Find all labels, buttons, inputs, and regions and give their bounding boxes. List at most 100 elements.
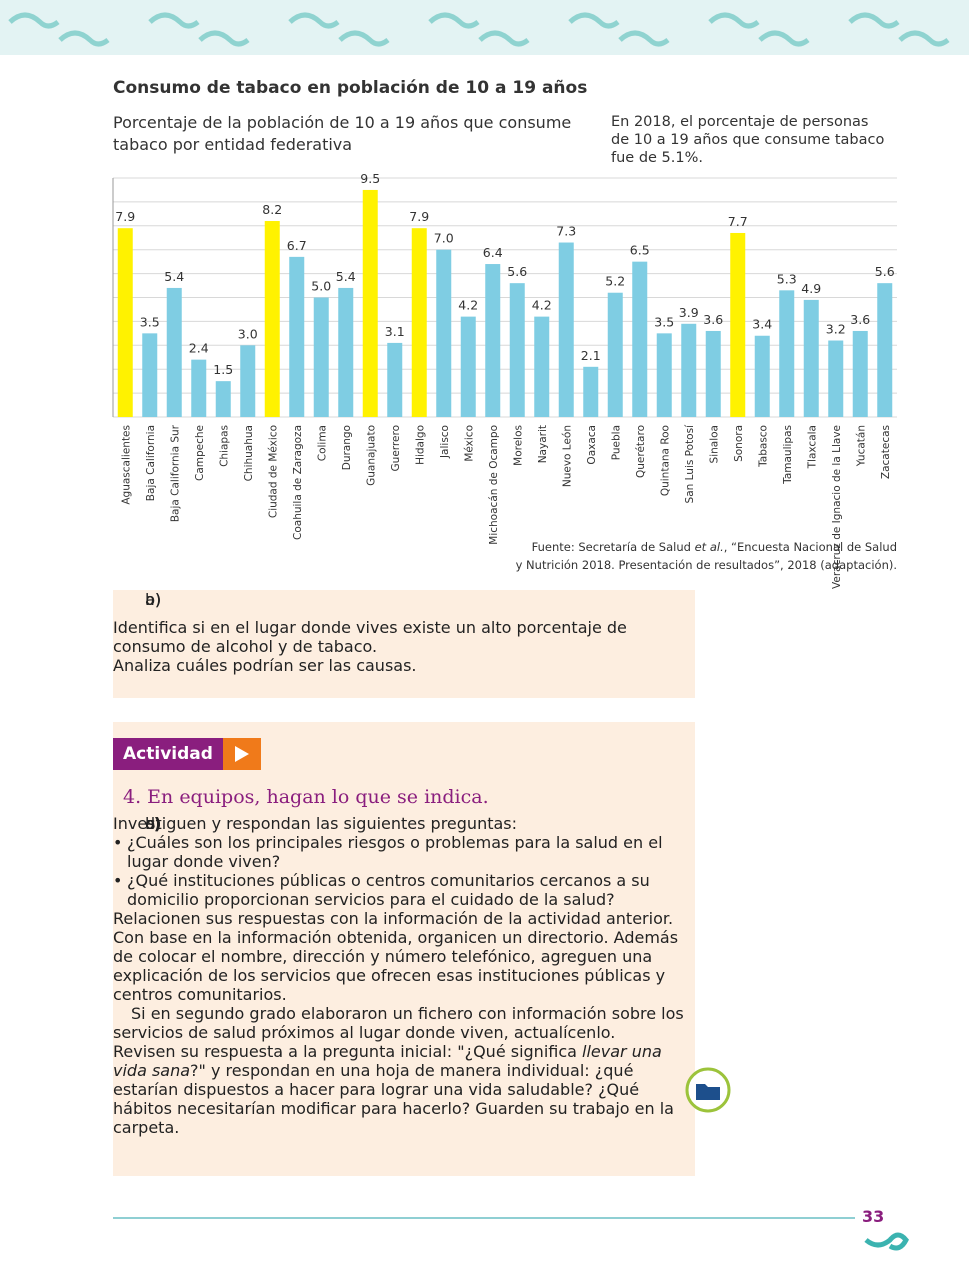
x-tick-label: Sinaloa — [708, 425, 720, 463]
bar — [754, 335, 770, 417]
x-tick-label: Jalisco — [439, 425, 451, 459]
x-tick-label: México — [463, 425, 475, 462]
bar — [534, 316, 550, 417]
wave-banner — [0, 0, 969, 55]
x-tick-label: Veracruz de Ignacio de la Llave — [831, 425, 843, 589]
bar — [852, 330, 868, 417]
x-tick-label: San Luis Potosí — [684, 424, 696, 504]
bar — [362, 189, 378, 417]
badge-arrow — [222, 738, 261, 770]
x-tick-label: Nayarit — [537, 425, 549, 463]
value-label: 2.1 — [581, 348, 601, 363]
bar — [411, 228, 427, 417]
x-tick-label: Yucatán — [855, 425, 867, 467]
value-label: 6.5 — [630, 243, 650, 258]
x-tick-label: Tlaxcala — [806, 425, 818, 469]
x-tick-label: Morelos — [512, 425, 524, 466]
x-tick-label: Campeche — [194, 425, 206, 481]
bar — [460, 316, 476, 417]
value-label: 5.4 — [336, 269, 356, 284]
value-label: 4.2 — [458, 298, 478, 313]
x-tick-label: Coahuila de Zaragoza — [292, 425, 304, 540]
item-label: a) — [145, 814, 162, 833]
x-tick-label: Durango — [341, 425, 353, 470]
question-item: a) Identifica si en el lugar donde vives … — [113, 590, 695, 656]
value-label: 5.6 — [507, 264, 527, 279]
x-tick-label: Zacatecas — [880, 425, 892, 479]
x-tick-label: Querétaro — [635, 425, 647, 478]
footer-line — [113, 1217, 855, 1219]
value-label: 7.3 — [556, 224, 576, 239]
bullet-item: ¿Qué instituciones públicas o centros co… — [113, 871, 695, 909]
item-text: ?" y respondan en una hoja de manera ind… — [113, 1061, 674, 1137]
x-tick-label: Aguascalientes — [120, 425, 132, 505]
bar — [117, 228, 133, 417]
value-label: 3.4 — [752, 317, 772, 332]
value-label: 7.7 — [728, 214, 748, 229]
activity-box: Actividad 4. En equipos, hagan lo que se… — [113, 722, 695, 1176]
x-tick-label: Michoacán de Ocampo — [488, 425, 500, 545]
questions-box: a) Identifica si en el lugar donde vives … — [113, 590, 695, 698]
chart-title: Consumo de tabaco en población de 10 a 1… — [113, 78, 587, 98]
x-tick-label: Puebla — [610, 425, 622, 460]
bar — [681, 323, 697, 417]
item-text: Relacionen sus respuestas con la informa… — [113, 909, 674, 928]
bar — [730, 232, 746, 417]
bar — [387, 342, 403, 417]
value-label: 7.9 — [115, 209, 135, 224]
activity-items: a) Investiguen y respondan las siguientes… — [113, 814, 695, 1137]
bar — [338, 287, 354, 417]
bar — [436, 249, 452, 417]
item-text: llevar una vida sana — [113, 1042, 662, 1080]
annotation: En 2018, el porcentaje de personas — [611, 114, 868, 130]
bar — [828, 340, 844, 417]
value-label: 8.2 — [262, 202, 282, 217]
x-tick-label: Chihuahua — [243, 425, 255, 481]
x-tick-label: Chiapas — [218, 425, 230, 467]
source-text: et al. — [695, 540, 724, 554]
item-text: Investiguen y respondan las siguientes p… — [113, 814, 518, 833]
x-tick-label: Colima — [316, 425, 328, 461]
bar — [142, 333, 158, 417]
value-label: 5.2 — [605, 274, 625, 289]
page-number: 33 — [862, 1207, 885, 1226]
x-tick-label: Tamaulipas — [782, 425, 794, 485]
bar — [779, 290, 795, 417]
value-label: 6.4 — [483, 245, 503, 260]
value-label: 3.2 — [826, 322, 846, 337]
bar — [509, 283, 525, 417]
activity-item: d) Revisen su respuesta a la pregunta ini… — [113, 814, 695, 1137]
annotation: de 10 a 19 años que consume tabaco — [611, 132, 884, 148]
x-tick-label: Nuevo León — [561, 425, 573, 487]
item-label: c) — [145, 814, 161, 833]
item-label: b) — [145, 590, 162, 609]
item-label: a) — [145, 590, 162, 609]
value-label: 1.5 — [213, 362, 233, 377]
value-label: 3.5 — [654, 314, 674, 329]
bar — [632, 261, 648, 417]
bar — [607, 292, 623, 417]
value-label: 3.1 — [385, 324, 405, 339]
bar — [705, 330, 721, 417]
item-label: b) — [145, 814, 162, 833]
value-label: 4.2 — [532, 298, 552, 313]
value-label: 6.7 — [287, 238, 307, 253]
bar — [313, 297, 329, 417]
value-label: 3.0 — [238, 326, 258, 341]
source-text: , “Encuesta Nacional de Salud — [724, 540, 897, 554]
item-text: Analiza cuáles podrían ser las causas. — [113, 656, 417, 675]
bullet-item: ¿Cuáles son los principales riesgos o pr… — [113, 833, 695, 871]
activity-item: a) Investiguen y respondan las siguientes… — [113, 814, 695, 909]
activity-badge: Actividad — [113, 738, 261, 770]
question-item: b) Analiza cuáles podrían ser las causas. — [113, 590, 695, 675]
bar — [215, 381, 231, 417]
activity-heading: 4. En equipos, hagan lo que se indica. — [123, 786, 489, 808]
chart-subtitle: tabaco por entidad federativa — [113, 135, 352, 154]
bar — [803, 299, 819, 417]
item-label: d) — [145, 814, 162, 833]
x-tick-label: Guerrero — [390, 425, 402, 471]
folder-icon — [685, 1067, 731, 1113]
bar — [877, 283, 893, 417]
bar — [264, 221, 280, 417]
